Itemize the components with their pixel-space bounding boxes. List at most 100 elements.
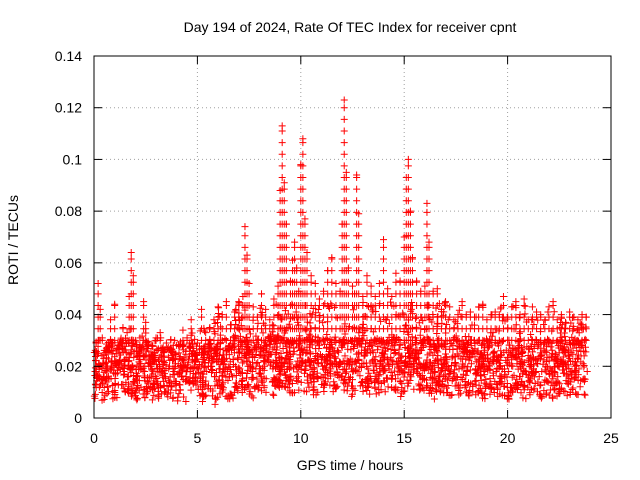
data-point <box>262 349 270 357</box>
data-point <box>437 305 445 313</box>
data-point <box>376 339 384 347</box>
data-point <box>550 308 558 316</box>
data-point <box>335 348 343 356</box>
data-point <box>494 342 502 350</box>
data-point <box>574 316 582 324</box>
data-point <box>118 381 126 389</box>
data-point <box>303 267 311 275</box>
data-point <box>340 162 348 170</box>
data-point <box>569 344 577 352</box>
data-point <box>306 348 314 356</box>
data-point <box>478 340 486 348</box>
data-point <box>423 232 431 240</box>
data-point <box>504 361 512 369</box>
data-point <box>367 282 375 290</box>
data-point <box>293 368 301 376</box>
data-point <box>537 381 545 389</box>
data-point <box>280 208 288 216</box>
data-point <box>561 324 569 332</box>
data-point <box>373 346 381 354</box>
data-point <box>141 386 149 394</box>
data-point <box>359 292 367 300</box>
data-point <box>549 394 557 402</box>
data-point <box>465 392 473 400</box>
data-point <box>245 302 253 310</box>
data-point <box>327 365 335 373</box>
data-point <box>554 362 562 370</box>
data-point <box>528 303 536 311</box>
data-point <box>199 373 207 381</box>
data-point <box>551 369 559 377</box>
data-point <box>376 360 384 368</box>
data-point <box>159 360 167 368</box>
data-point <box>555 390 563 398</box>
data-point <box>236 332 244 340</box>
data-point <box>388 292 396 300</box>
data-point <box>283 366 291 374</box>
data-point <box>448 377 456 385</box>
data-point <box>244 348 252 356</box>
data-point <box>510 344 518 352</box>
data-point <box>267 337 275 345</box>
data-point <box>580 361 588 369</box>
data-point <box>188 340 196 348</box>
data-point <box>211 330 219 338</box>
data-point <box>430 395 438 403</box>
data-point <box>140 352 148 360</box>
data-point <box>258 387 266 395</box>
data-point <box>229 343 237 351</box>
data-point <box>521 302 529 310</box>
data-point <box>450 316 458 324</box>
data-point <box>149 370 157 378</box>
data-point <box>199 391 207 399</box>
data-point <box>440 341 448 349</box>
data-point <box>529 353 537 361</box>
data-point <box>169 364 177 372</box>
data-point <box>211 400 219 408</box>
data-point <box>576 383 584 391</box>
data-point <box>157 351 165 359</box>
data-point <box>169 394 177 402</box>
data-point <box>331 333 339 341</box>
data-point <box>240 357 248 365</box>
data-point <box>407 305 415 313</box>
data-point <box>478 352 486 360</box>
data-point <box>520 359 528 367</box>
data-point <box>340 96 348 104</box>
data-point <box>91 357 99 365</box>
data-point <box>244 381 252 389</box>
data-point <box>340 115 348 123</box>
data-point <box>404 185 412 193</box>
data-point <box>364 345 372 353</box>
data-point <box>392 383 400 391</box>
data-point <box>135 356 143 364</box>
data-point <box>520 313 528 321</box>
data-point <box>497 373 505 381</box>
data-point <box>447 367 455 375</box>
data-point <box>281 307 289 315</box>
data-point <box>503 358 511 366</box>
data-point <box>278 127 286 135</box>
data-point <box>129 313 137 321</box>
data-point <box>365 379 373 387</box>
y-tick-label: 0.14 <box>55 48 82 64</box>
data-point <box>225 343 233 351</box>
data-point <box>108 350 116 358</box>
data-point <box>101 377 109 385</box>
data-point <box>184 359 192 367</box>
data-point <box>152 360 160 368</box>
data-point <box>358 378 366 386</box>
data-point <box>364 376 372 384</box>
data-point <box>333 382 341 390</box>
data-point <box>171 336 179 344</box>
data-point <box>127 346 135 354</box>
data-point <box>418 372 426 380</box>
data-point <box>519 394 527 402</box>
data-point <box>299 208 307 216</box>
data-point <box>223 367 231 375</box>
data-point <box>311 280 319 288</box>
data-point <box>465 379 473 387</box>
data-point <box>366 390 374 398</box>
data-point <box>355 278 363 286</box>
data-point <box>541 347 549 355</box>
